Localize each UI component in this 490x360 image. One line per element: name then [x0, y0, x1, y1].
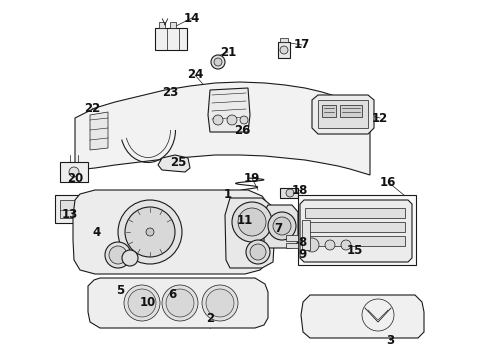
Circle shape — [280, 46, 288, 54]
Polygon shape — [264, 205, 298, 248]
Text: 2: 2 — [206, 311, 214, 324]
Polygon shape — [208, 88, 250, 132]
Bar — [305, 222, 405, 232]
Polygon shape — [75, 82, 370, 175]
Circle shape — [232, 202, 272, 242]
Bar — [60, 200, 85, 218]
Bar — [286, 243, 298, 248]
Bar — [322, 105, 336, 117]
Polygon shape — [225, 198, 275, 268]
Circle shape — [325, 240, 335, 250]
Circle shape — [128, 289, 156, 317]
Bar — [305, 208, 405, 218]
Bar — [302, 220, 310, 250]
Circle shape — [238, 208, 266, 236]
Bar — [280, 38, 288, 42]
Circle shape — [250, 244, 266, 260]
Circle shape — [202, 285, 238, 321]
Circle shape — [240, 116, 248, 124]
Circle shape — [227, 115, 237, 125]
Polygon shape — [300, 200, 412, 262]
Bar — [60, 162, 88, 182]
Bar — [55, 195, 90, 223]
Circle shape — [213, 115, 223, 125]
Circle shape — [206, 289, 234, 317]
Polygon shape — [312, 95, 374, 134]
Text: 19: 19 — [244, 171, 260, 184]
Text: 16: 16 — [380, 175, 396, 189]
Text: 20: 20 — [67, 171, 83, 184]
Circle shape — [146, 228, 154, 236]
Text: 26: 26 — [234, 123, 250, 136]
Text: 8: 8 — [298, 237, 306, 249]
Polygon shape — [158, 155, 190, 172]
Bar — [278, 42, 290, 58]
Text: 4: 4 — [93, 226, 101, 239]
Circle shape — [109, 246, 127, 264]
Polygon shape — [88, 278, 268, 328]
Text: 12: 12 — [372, 112, 388, 125]
Text: 11: 11 — [237, 213, 253, 226]
Text: 3: 3 — [386, 333, 394, 346]
Text: 13: 13 — [62, 208, 78, 221]
Circle shape — [211, 55, 225, 69]
Text: 10: 10 — [140, 296, 156, 309]
Bar — [280, 188, 298, 198]
Bar — [305, 236, 405, 246]
Bar — [318, 100, 368, 128]
Bar — [340, 105, 362, 117]
Text: 25: 25 — [170, 156, 186, 168]
Circle shape — [341, 240, 351, 250]
Circle shape — [122, 250, 138, 266]
Circle shape — [268, 212, 296, 240]
Text: 18: 18 — [292, 184, 308, 197]
Bar — [159, 22, 165, 28]
Circle shape — [105, 242, 131, 268]
Circle shape — [246, 240, 270, 264]
Text: 5: 5 — [116, 284, 124, 297]
Text: 15: 15 — [347, 243, 363, 256]
Text: 9: 9 — [298, 248, 306, 261]
Bar — [298, 195, 416, 265]
Circle shape — [214, 58, 222, 66]
Circle shape — [286, 189, 294, 197]
Text: 7: 7 — [274, 221, 282, 234]
Circle shape — [166, 289, 194, 317]
Text: 23: 23 — [162, 85, 178, 99]
Polygon shape — [73, 190, 270, 274]
Circle shape — [124, 285, 160, 321]
Text: 14: 14 — [184, 12, 200, 24]
Circle shape — [125, 207, 175, 257]
Circle shape — [118, 200, 182, 264]
Text: 21: 21 — [220, 45, 236, 58]
Text: 1: 1 — [224, 189, 232, 202]
Text: 24: 24 — [187, 68, 203, 81]
Text: 17: 17 — [294, 39, 310, 51]
Circle shape — [305, 238, 319, 252]
Bar — [286, 235, 298, 241]
Text: 22: 22 — [84, 102, 100, 114]
Circle shape — [162, 285, 198, 321]
Bar — [170, 22, 176, 28]
Circle shape — [69, 167, 79, 177]
Circle shape — [273, 217, 291, 235]
Text: 6: 6 — [168, 288, 176, 302]
Bar — [155, 28, 187, 50]
Polygon shape — [90, 112, 108, 150]
Polygon shape — [301, 295, 424, 338]
